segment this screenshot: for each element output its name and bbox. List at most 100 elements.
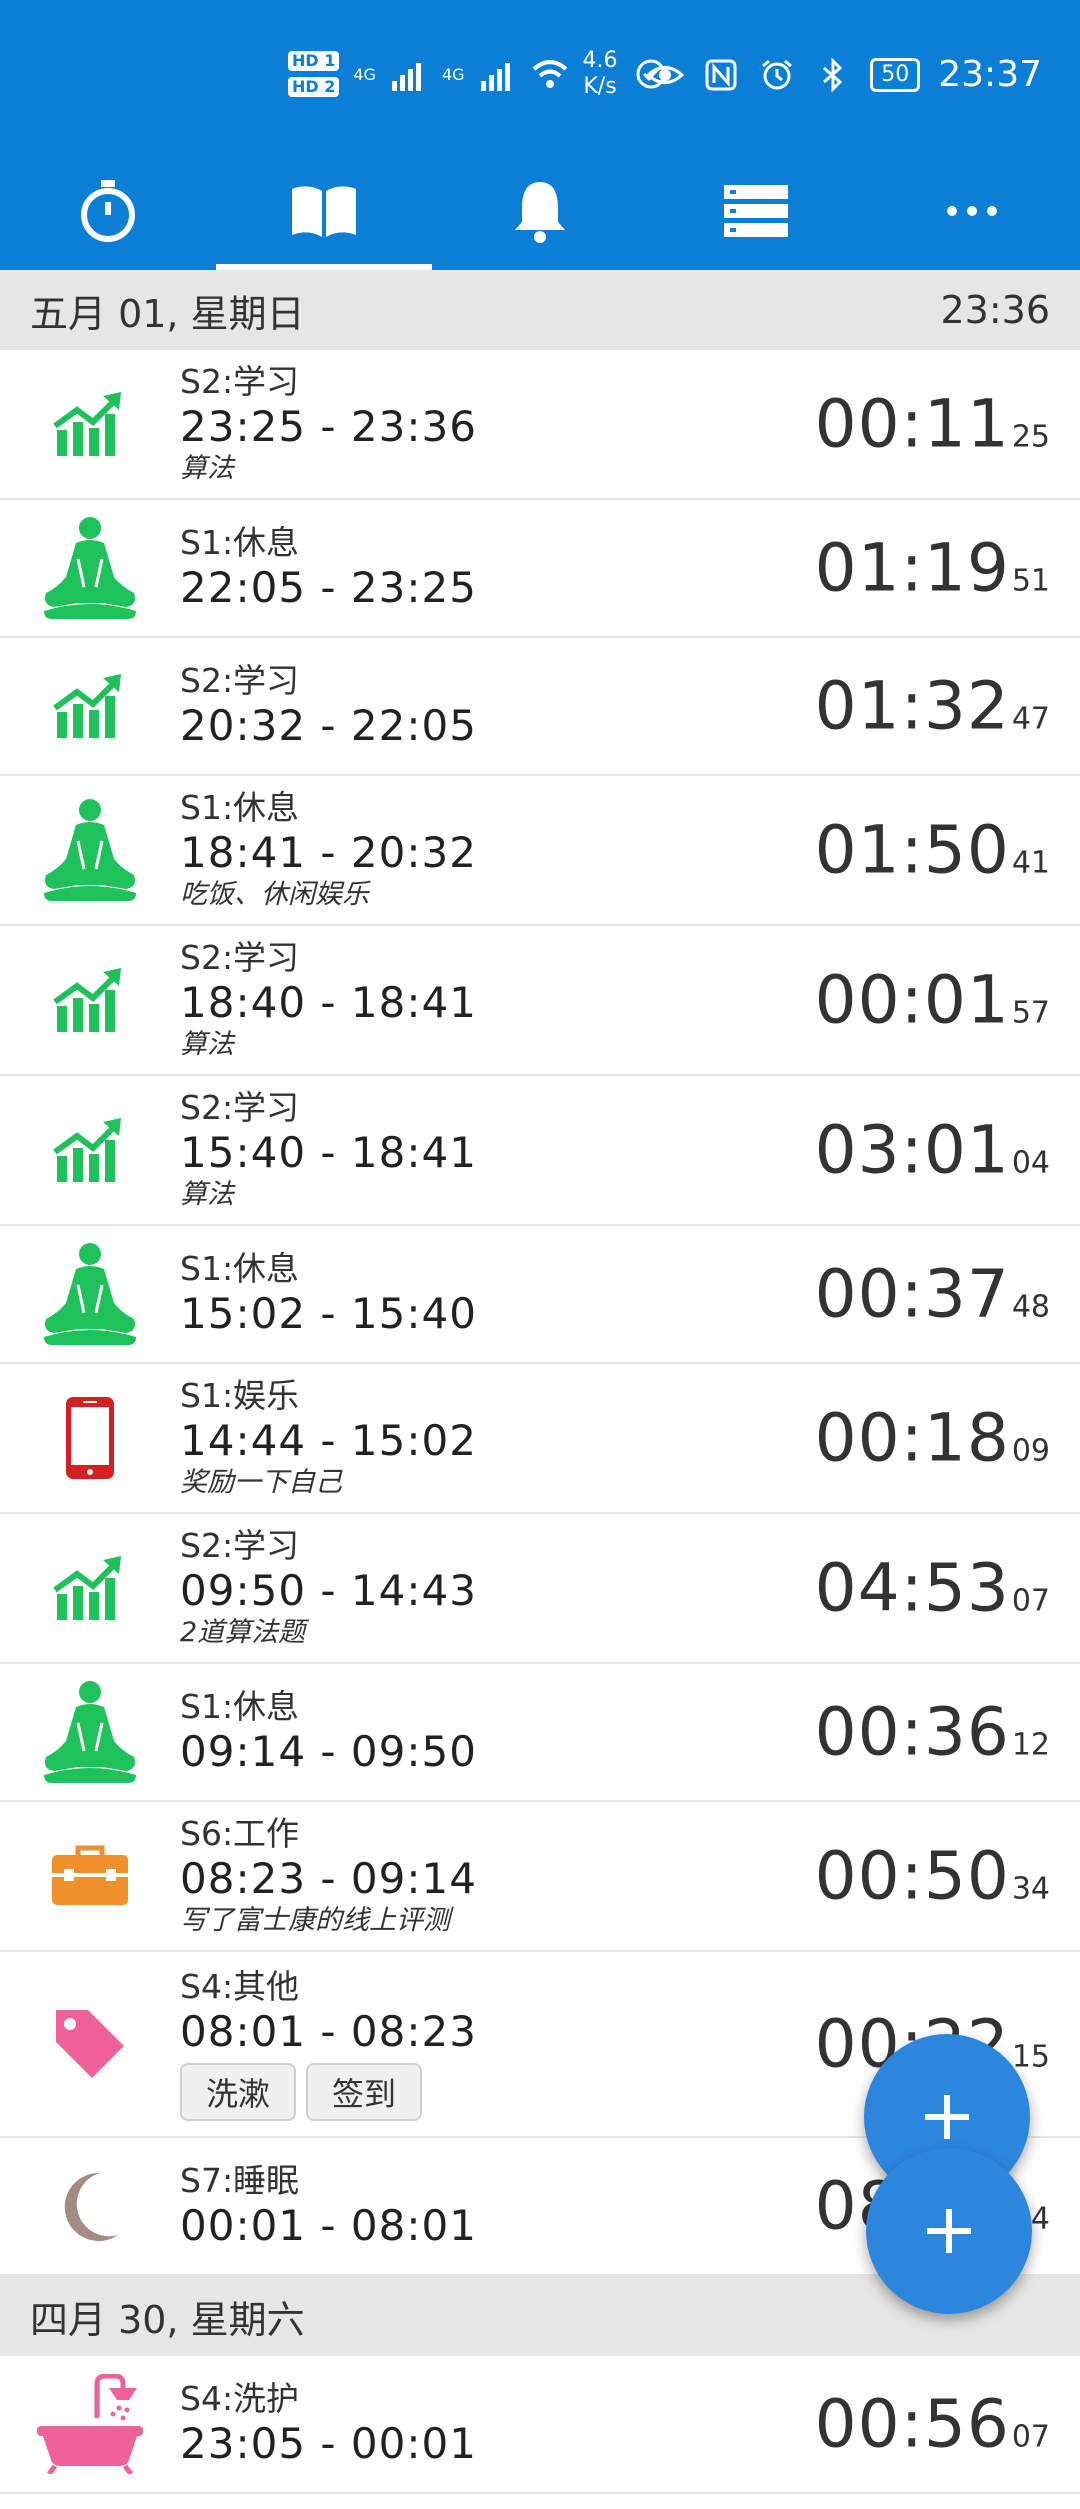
entry-time-range: 08:01 - 08:23 bbox=[180, 2007, 477, 2056]
entry-time-range: 15:40 - 18:41 bbox=[180, 1128, 477, 1177]
moon-icon bbox=[0, 2171, 180, 2241]
growth-chart-icon bbox=[0, 670, 180, 742]
log-entry[interactable]: S4:洗护 23:05 - 00:01 00:56 07 bbox=[0, 2356, 1080, 2494]
growth-chart-icon bbox=[0, 964, 180, 1036]
log-entry[interactable]: S1:休息 15:02 - 15:40 00:37 48 bbox=[0, 1226, 1080, 1364]
duration-main: 03:01 bbox=[814, 1111, 1010, 1189]
entry-category: S2:学习 bbox=[180, 1088, 300, 1127]
entry-time-range: 18:41 - 20:32 bbox=[180, 828, 477, 877]
duration-seconds: 04 bbox=[1011, 1145, 1050, 1181]
entry-time-range: 08:23 - 09:14 bbox=[180, 1854, 477, 1903]
tag-icon bbox=[0, 2004, 180, 2084]
network-type-1: 4G bbox=[353, 64, 376, 84]
entry-info: S1:休息 09:14 - 09:50 bbox=[180, 1677, 1080, 1787]
entry-info: S1:娱乐 14:44 - 15:02 奖励一下自己 bbox=[180, 1366, 1080, 1510]
more-icon bbox=[947, 206, 997, 216]
status-right: 50 23:37 bbox=[646, 54, 1042, 95]
log-entry[interactable]: S2:学习 20:32 - 22:05 01:32 47 bbox=[0, 638, 1080, 776]
tag-chip[interactable]: 洗漱 bbox=[180, 2063, 297, 2121]
duration-main: 00:50 bbox=[814, 1837, 1010, 1915]
entry-note: 写了富士康的线上评测 bbox=[180, 1905, 450, 1936]
plus-icon bbox=[927, 2209, 971, 2253]
duration-main: 01:32 bbox=[814, 667, 1010, 745]
entry-category: S1:休息 bbox=[180, 523, 300, 562]
entry-note: 奖励一下自己 bbox=[180, 1467, 342, 1498]
entry-info: S4:洗护 23:05 - 00:01 bbox=[180, 2369, 1080, 2479]
log-entry[interactable]: S2:学习 18:40 - 18:41 算法 00:01 57 bbox=[0, 926, 1080, 1076]
tab-more[interactable] bbox=[864, 152, 1080, 270]
entry-time-range: 18:40 - 18:41 bbox=[180, 978, 477, 1027]
log-entry[interactable]: S1:休息 09:14 - 09:50 00:36 12 bbox=[0, 1664, 1080, 1802]
duration-seconds: 51 bbox=[1011, 563, 1050, 599]
signal-icon bbox=[391, 63, 421, 91]
entry-time-range: 22:05 - 23:25 bbox=[180, 563, 477, 612]
entry-note: 算法 bbox=[180, 1179, 234, 1210]
meditation-icon bbox=[0, 515, 180, 621]
entry-duration: 01:32 47 bbox=[815, 668, 1050, 745]
entry-category: S1:休息 bbox=[180, 1249, 300, 1288]
duration-seconds: 48 bbox=[1011, 1289, 1050, 1325]
log-entry[interactable]: S1:休息 22:05 - 23:25 01:19 51 bbox=[0, 500, 1080, 638]
tab-list[interactable] bbox=[648, 152, 864, 270]
duration-seconds: 34 bbox=[1011, 1871, 1050, 1907]
meditation-icon bbox=[0, 1679, 180, 1785]
status-time: 23:37 bbox=[938, 54, 1042, 95]
entry-info: S2:学习 15:40 - 18:41 算法 bbox=[180, 1078, 1080, 1222]
duration-seconds: 12 bbox=[1011, 1727, 1050, 1763]
log-entry[interactable]: S6:工作 08:23 - 09:14 写了富士康的线上评测 00:50 34 bbox=[0, 1802, 1080, 1952]
day-time: 23:36 bbox=[940, 288, 1050, 332]
tab-log[interactable] bbox=[216, 152, 432, 270]
bathtub-icon bbox=[0, 2374, 180, 2474]
entry-time-range: 09:14 - 09:50 bbox=[180, 1727, 477, 1776]
entry-category: S4:洗护 bbox=[180, 2379, 300, 2418]
log-entry[interactable]: S2:学习 09:50 - 14:43 2道算法题 04:53 07 bbox=[0, 1514, 1080, 1664]
battery-indicator: 50 bbox=[870, 57, 921, 92]
network-speed: 4.6 K/s bbox=[582, 48, 618, 99]
duration-seconds: 41 bbox=[1011, 845, 1050, 881]
meditation-icon bbox=[0, 1241, 180, 1347]
duration-main: 00:01 bbox=[814, 961, 1010, 1039]
duration-main: 01:50 bbox=[814, 811, 1010, 889]
growth-chart-icon bbox=[0, 388, 180, 460]
entry-info: S2:学习 18:40 - 18:41 算法 bbox=[180, 928, 1080, 1072]
nfc-icon bbox=[705, 59, 737, 90]
list-icon bbox=[724, 185, 788, 237]
entry-duration: 00:11 25 bbox=[815, 386, 1050, 463]
entry-note: 吃饭、休闲娱乐 bbox=[180, 879, 369, 910]
hd1-badge: HD 1 bbox=[288, 51, 340, 71]
log-list: 五月 01, 星期日 23:36 S2:学习 23:25 - 23:36 算法 00:11… bbox=[0, 270, 1080, 2494]
duration-seconds: 15 bbox=[1011, 2039, 1050, 2075]
tab-stopwatch[interactable] bbox=[0, 152, 216, 270]
log-entry[interactable]: S1:娱乐 14:44 - 15:02 奖励一下自己 00:18 09 bbox=[0, 1364, 1080, 1514]
entry-category: S1:娱乐 bbox=[180, 1376, 300, 1415]
entry-category: S2:学习 bbox=[180, 1526, 300, 1565]
day-header: 五月 01, 星期日 23:36 bbox=[0, 270, 1080, 350]
entry-category: S1:休息 bbox=[180, 788, 300, 827]
network-type-2: 4G bbox=[441, 64, 465, 84]
entry-category: S1:休息 bbox=[180, 1687, 300, 1726]
tag-chip[interactable]: 签到 bbox=[306, 2063, 423, 2121]
entry-note: 2道算法题 bbox=[180, 1617, 306, 1648]
entry-category: S2:学习 bbox=[180, 362, 300, 401]
entry-category: S6:工作 bbox=[180, 1814, 300, 1853]
day-label: 五月 01, 星期日 bbox=[30, 291, 305, 336]
entry-info: S2:学习 23:25 - 23:36 算法 bbox=[180, 352, 1080, 496]
entry-duration: 00:56 07 bbox=[815, 2386, 1050, 2463]
add-manual-entry-button[interactable] bbox=[866, 2148, 1032, 2314]
entry-duration: 00:01 57 bbox=[815, 962, 1050, 1039]
tab-reminders[interactable] bbox=[432, 152, 648, 270]
entry-time-range: 23:05 - 00:01 bbox=[180, 2419, 477, 2468]
duration-seconds: 09 bbox=[1011, 1433, 1050, 1469]
entry-duration: 00:18 09 bbox=[815, 1400, 1050, 1477]
log-entry[interactable]: S2:学习 15:40 - 18:41 算法 03:01 04 bbox=[0, 1076, 1080, 1226]
duration-seconds: 07 bbox=[1011, 2419, 1050, 2455]
eye-icon bbox=[646, 65, 685, 84]
entry-duration: 01:50 41 bbox=[815, 812, 1050, 889]
log-entry[interactable]: S2:学习 23:25 - 23:36 算法 00:11 25 bbox=[0, 350, 1080, 500]
bluetooth-icon bbox=[823, 57, 843, 92]
entry-time-range: 09:50 - 14:43 bbox=[180, 1566, 477, 1615]
entry-time-range: 15:02 - 15:40 bbox=[180, 1289, 477, 1338]
log-entry[interactable]: S1:休息 18:41 - 20:32 吃饭、休闲娱乐 01:50 41 bbox=[0, 776, 1080, 926]
plus-icon bbox=[925, 2095, 969, 2139]
growth-chart-icon bbox=[0, 1114, 180, 1186]
